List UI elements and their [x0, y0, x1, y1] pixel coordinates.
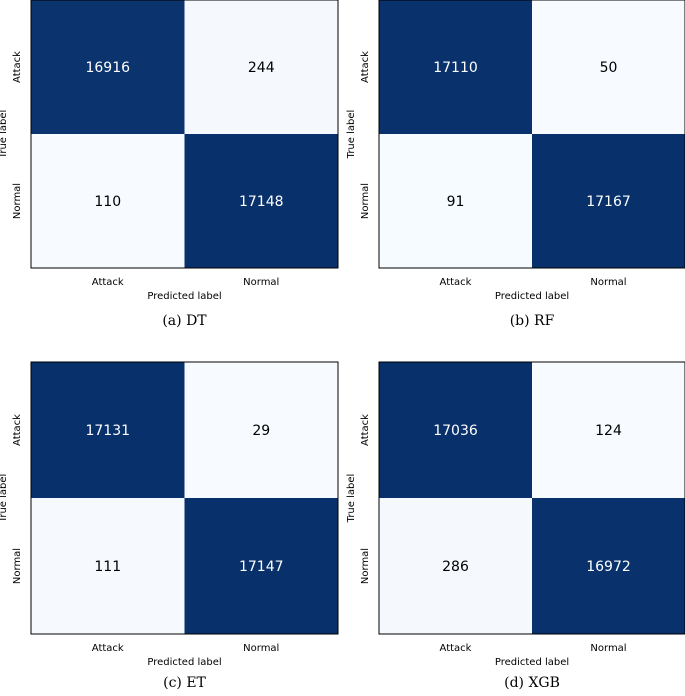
cell-value: 17036 [433, 423, 478, 439]
y-tick-label: Attack [12, 51, 23, 83]
y-tick-label: Normal [12, 183, 23, 219]
x-axis-label: Predicted label [147, 291, 221, 302]
panel-caption: (c) ET [163, 675, 206, 691]
x-tick-label: Attack [92, 277, 124, 288]
matrix-cell [532, 498, 685, 634]
matrix-cell [184, 362, 338, 498]
x-tick-label: Normal [590, 277, 626, 288]
y-axis-label: True label [346, 474, 357, 524]
x-tick-label: Normal [243, 277, 279, 288]
x-axis-label: Predicted label [495, 657, 569, 668]
x-axis-label: Predicted label [147, 657, 221, 668]
cell-value: 29 [252, 423, 270, 439]
cell-value: 17167 [586, 194, 631, 210]
y-tick-label: Normal [360, 183, 371, 219]
matrix-cell [379, 0, 532, 134]
cell-value: 91 [447, 194, 465, 210]
plot-frame [378, 0, 685, 269]
confusion-matrix-panel: 17110 50 91 17167 Attack Normal True label Atta… [346, 0, 685, 329]
cell-value: 111 [94, 559, 121, 575]
confusion-matrix-panel: 16916 244 110 17148 Attack Normal True label At… [0, 0, 339, 329]
x-tick-label: Normal [243, 643, 279, 654]
x-tick-label: Attack [440, 643, 472, 654]
cell-value: 17131 [85, 423, 130, 439]
matrix-cell [31, 134, 185, 268]
cell-value: 17148 [239, 194, 284, 210]
cell-value: 124 [595, 423, 622, 439]
cell-value: 16972 [586, 559, 631, 575]
y-tick-label: Normal [12, 548, 23, 584]
y-axis-label: True label [0, 110, 9, 160]
y-axis-label: True label [346, 110, 357, 160]
panel-caption: (b) RF [510, 313, 555, 329]
y-tick-label: Normal [360, 548, 371, 584]
x-axis-label: Predicted label [495, 291, 569, 302]
panel-caption: (d) XGB [504, 675, 560, 691]
matrix-cell [184, 0, 338, 134]
confusion-matrix-panel: 17036 124 286 16972 Attack Normal True label At… [346, 361, 685, 691]
matrix-cell [379, 498, 532, 634]
matrix-cell [31, 498, 185, 634]
cell-value: 50 [600, 60, 618, 76]
matrix-cell [532, 362, 685, 498]
panel-caption: (a) DT [162, 313, 207, 329]
matrix-cell [31, 362, 185, 498]
plot-frame [30, 361, 339, 635]
cell-value: 16916 [85, 60, 130, 76]
cell-value: 17147 [239, 559, 284, 575]
cell-value: 244 [248, 60, 275, 76]
matrix-cell [184, 498, 338, 634]
x-tick-label: Normal [590, 643, 626, 654]
matrix-cell [31, 0, 185, 134]
y-tick-label: Attack [360, 414, 371, 446]
matrix-cell [184, 134, 338, 268]
x-tick-label: Attack [92, 643, 124, 654]
matrix-cell [532, 134, 685, 268]
cell-value: 17110 [433, 60, 478, 76]
plot-frame [378, 361, 685, 635]
x-tick-label: Attack [440, 277, 472, 288]
matrix-cell [379, 134, 532, 268]
plot-frame [30, 0, 339, 269]
cell-value: 286 [442, 559, 469, 575]
cell-value: 110 [94, 194, 121, 210]
matrix-cell [379, 362, 532, 498]
matrix-cell [532, 0, 685, 134]
confusion-matrix-panel: 17131 29 111 17147 Attack Normal True label Att… [0, 361, 339, 691]
y-tick-label: Attack [360, 51, 371, 83]
y-axis-label: True label [0, 474, 9, 524]
y-tick-label: Attack [12, 414, 23, 446]
